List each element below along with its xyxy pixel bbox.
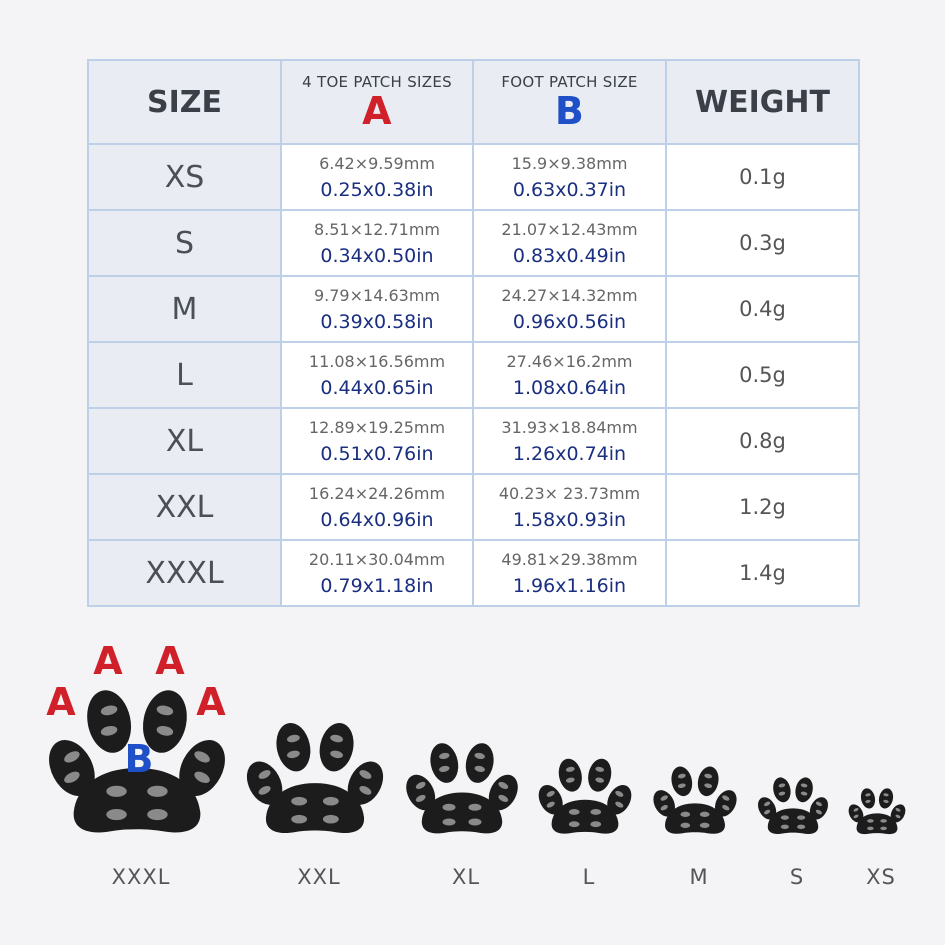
inch-text: 1.58x0.93in: [512, 508, 627, 531]
header-cell: 4 TOE PATCH SIZES A: [280, 59, 474, 145]
header-cell: WEIGHT: [665, 59, 860, 145]
inch-text: 1.08x0.64in: [512, 376, 627, 399]
table-row: XXXL 20.11×30.04mm 0.79x1.18in 49.81×29.38m…: [87, 539, 860, 607]
mm-text: 11.08×16.56mm: [308, 351, 446, 371]
dimension-cell: 49.81×29.38mm 1.96x1.16in: [472, 539, 667, 607]
mm-text: 8.51×12.71mm: [313, 219, 440, 239]
header-text: 4 TOE PATCH SIZES: [302, 73, 452, 91]
dimension-cell: 21.07×12.43mm 0.83x0.49in: [472, 209, 667, 277]
mm-text: 20.11×30.04mm: [308, 549, 446, 569]
dimension-cell: 8.51×12.71mm 0.34x0.50in: [280, 209, 474, 277]
mm-text: 6.42×9.59mm: [319, 153, 435, 173]
table-row: L 11.08×16.56mm 0.44x0.65in 27.46×16.2mm 1.0…: [87, 341, 860, 409]
mm-text: 40.23× 23.73mm: [498, 483, 641, 503]
paw-label: L: [583, 865, 596, 889]
toe-letter: A: [93, 639, 123, 683]
dimension-cell: 15.9×9.38mm 0.63x0.37in: [472, 143, 667, 211]
size-cell: XXXL: [87, 539, 282, 607]
paw-icon: [533, 756, 637, 834]
dimension-cell: 24.27×14.32mm 0.96x0.56in: [472, 275, 667, 343]
inch-text: 0.64x0.96in: [320, 508, 434, 531]
foot-letter: B: [125, 737, 154, 781]
paw-label: S: [790, 865, 804, 889]
dimension-cell: 9.79×14.63mm 0.39x0.58in: [280, 275, 474, 343]
table-row: S 8.51×12.71mm 0.34x0.50in 21.07×12.43mm 0.8…: [87, 209, 860, 277]
size-cell: XS: [87, 143, 282, 211]
inch-text: 0.96x0.56in: [512, 310, 627, 333]
inch-text: 0.44x0.65in: [320, 376, 434, 399]
dimension-cell: 11.08×16.56mm 0.44x0.65in: [280, 341, 474, 409]
size-cell: L: [87, 341, 282, 409]
size-cell: XL: [87, 407, 282, 475]
weight-cell: 0.3g: [665, 209, 860, 277]
paw-icon: [400, 740, 524, 834]
weight-cell: 1.2g: [665, 473, 860, 541]
table-row: XS 6.42×9.59mm 0.25x0.38in 15.9×9.38mm 0.63x…: [87, 143, 860, 211]
size-cell: XXL: [87, 473, 282, 541]
inch-text: 0.25x0.38in: [320, 178, 434, 201]
paw-icon: [239, 719, 391, 834]
size-cell: S: [87, 209, 282, 277]
paw-label: M: [689, 865, 708, 889]
header-text: FOOT PATCH SIZE: [501, 73, 638, 91]
toe-letter: A: [196, 680, 226, 724]
inch-text: 0.34x0.50in: [320, 244, 434, 267]
size-cell: M: [87, 275, 282, 343]
inch-text: 0.79x1.18in: [320, 574, 434, 597]
weight-cell: 0.1g: [665, 143, 860, 211]
size-table: SIZE 4 TOE PATCH SIZES A FOOT PATCH SIZE B…: [87, 59, 860, 607]
mm-text: 31.93×18.84mm: [501, 417, 638, 437]
inch-text: 0.51x0.76in: [320, 442, 434, 465]
header-letter: A: [362, 89, 392, 133]
dimension-cell: 40.23× 23.73mm 1.58x0.93in: [472, 473, 667, 541]
weight-cell: 0.4g: [665, 275, 860, 343]
paw-icon: [845, 786, 909, 835]
dimension-cell: 6.42×9.59mm 0.25x0.38in: [280, 143, 474, 211]
inch-text: 0.39x0.58in: [320, 310, 434, 333]
table-row: M 9.79×14.63mm 0.39x0.58in 24.27×14.32mm 0.9…: [87, 275, 860, 343]
dimension-cell: 31.93×18.84mm 1.26x0.74in: [472, 407, 667, 475]
weight-cell: 0.5g: [665, 341, 860, 409]
toe-letter: A: [46, 680, 76, 724]
paw-label: XS: [866, 865, 896, 889]
header-row: SIZE 4 TOE PATCH SIZES A FOOT PATCH SIZE B…: [87, 59, 860, 145]
mm-text: 15.9×9.38mm: [511, 153, 628, 173]
table-row: XXL 16.24×24.26mm 0.64x0.96in 40.23× 23.73m…: [87, 473, 860, 541]
paw-label: XL: [452, 865, 480, 889]
dimension-cell: 16.24×24.26mm 0.64x0.96in: [280, 473, 474, 541]
paw-icon: [649, 764, 741, 834]
mm-text: 24.27×14.32mm: [501, 285, 638, 305]
header-letter: B: [554, 89, 585, 133]
toe-letter: A: [155, 639, 185, 683]
mm-text: 21.07×12.43mm: [501, 219, 638, 239]
inch-text: 1.26x0.74in: [512, 442, 627, 465]
header-cell: FOOT PATCH SIZE B: [472, 59, 667, 145]
paw-label: XXXL: [112, 865, 171, 889]
header-cell: SIZE: [87, 59, 282, 145]
mm-text: 12.89×19.25mm: [308, 417, 446, 437]
weight-cell: 0.8g: [665, 407, 860, 475]
inch-text: 0.83x0.49in: [512, 244, 627, 267]
mm-text: 16.24×24.26mm: [308, 483, 446, 503]
dimension-cell: 27.46×16.2mm 1.08x0.64in: [472, 341, 667, 409]
paw-icon: [754, 775, 832, 834]
table-row: XL 12.89×19.25mm 0.51x0.76in 31.93×18.84mm 1…: [87, 407, 860, 475]
mm-text: 49.81×29.38mm: [501, 549, 638, 569]
mm-text: 9.79×14.63mm: [313, 285, 440, 305]
weight-cell: 1.4g: [665, 539, 860, 607]
dimension-cell: 12.89×19.25mm 0.51x0.76in: [280, 407, 474, 475]
dimension-cell: 20.11×30.04mm 0.79x1.18in: [280, 539, 474, 607]
paw-label: XXL: [297, 865, 340, 889]
inch-text: 0.63x0.37in: [512, 178, 627, 201]
mm-text: 27.46×16.2mm: [506, 351, 633, 371]
inch-text: 1.96x1.16in: [512, 574, 627, 597]
